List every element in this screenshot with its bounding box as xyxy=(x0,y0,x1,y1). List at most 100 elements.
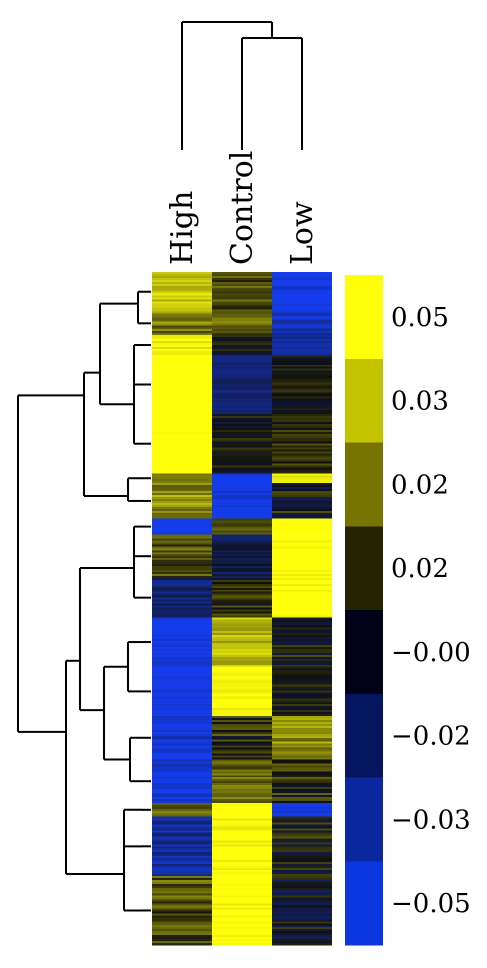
heatmap-cell xyxy=(272,321,332,324)
heatmap-cell xyxy=(212,757,272,761)
heatmap-cell xyxy=(152,804,212,808)
heatmap-cell xyxy=(212,443,272,447)
heatmap-cell xyxy=(212,866,272,869)
heatmap-cell xyxy=(272,323,332,326)
heatmap-cell xyxy=(212,911,272,915)
heatmap-cell xyxy=(272,708,332,711)
heatmap-cell xyxy=(212,875,272,879)
heatmap-cell xyxy=(212,891,272,895)
heatmap-cell xyxy=(152,729,212,733)
heatmap-cell xyxy=(212,546,272,549)
heatmap-cell xyxy=(272,678,332,682)
heatmap-cell xyxy=(212,402,272,405)
heatmap-cell xyxy=(152,283,212,287)
heatmap-cell xyxy=(212,404,272,407)
heatmap-cell xyxy=(212,520,272,524)
heatmap-cell xyxy=(152,824,212,828)
heatmap-cell xyxy=(272,877,332,881)
color-scale-label: −0.03 xyxy=(391,805,471,835)
heatmap-cell xyxy=(212,662,272,666)
heatmap-cell xyxy=(212,941,272,944)
heatmap-cell xyxy=(212,516,272,520)
heatmap-cell xyxy=(212,319,272,322)
heatmap-cell xyxy=(152,427,212,431)
heatmap-cell xyxy=(212,905,272,909)
heatmap-cell xyxy=(152,339,212,342)
heatmap-cell xyxy=(272,828,332,832)
heatmap-cell xyxy=(152,629,212,632)
heatmap-cell xyxy=(272,295,332,299)
heatmap-cell xyxy=(272,325,332,328)
heatmap-cell xyxy=(152,299,212,303)
heatmap-cell xyxy=(212,751,272,755)
heatmap-cell xyxy=(272,589,332,593)
heatmap-cell xyxy=(152,451,212,455)
heatmap-cell xyxy=(152,802,212,806)
heatmap-cell xyxy=(212,524,272,528)
heatmap-cell xyxy=(212,394,272,397)
heatmap-cell xyxy=(272,814,332,818)
heatmap-cell xyxy=(272,526,332,530)
heatmap-cell xyxy=(272,769,332,772)
heatmap-cell xyxy=(272,506,332,510)
heatmap-cell xyxy=(212,518,272,522)
heatmap-cell xyxy=(272,423,332,427)
heatmap-cell xyxy=(272,390,332,393)
heatmap-cell xyxy=(212,629,272,632)
heatmap-cell xyxy=(152,311,212,315)
heatmap-cell xyxy=(272,350,332,354)
heatmap-cell xyxy=(272,554,332,557)
heatmap-cell xyxy=(212,822,272,826)
heatmap-cell xyxy=(212,585,272,589)
heatmap-cell xyxy=(152,319,212,322)
heatmap-cell xyxy=(152,554,212,557)
heatmap-cell xyxy=(152,317,212,320)
heatmap-cell xyxy=(212,479,272,482)
heatmap-cell xyxy=(152,496,212,500)
heatmap-cell xyxy=(152,712,212,715)
heatmap-cell xyxy=(152,856,212,859)
heatmap-cell xyxy=(272,706,332,709)
heatmap-cell xyxy=(272,613,332,616)
heatmap-cell xyxy=(272,380,332,384)
heatmap-cell xyxy=(272,648,332,652)
heatmap-cell xyxy=(212,437,272,441)
heatmap-cell xyxy=(212,613,272,616)
heatmap-cell xyxy=(272,528,332,532)
heatmap-cell xyxy=(272,607,332,611)
heatmap-cell xyxy=(152,421,212,425)
heatmap-cell xyxy=(272,524,332,528)
heatmap-cell xyxy=(152,871,212,875)
heatmap-cell xyxy=(152,743,212,747)
heatmap-cell xyxy=(272,534,332,538)
heatmap-cell xyxy=(272,844,332,847)
heatmap-cell xyxy=(212,526,272,530)
heatmap-cell xyxy=(212,496,272,500)
heatmap-cell xyxy=(152,581,212,585)
heatmap-cell xyxy=(272,571,332,575)
heatmap-cell xyxy=(212,471,272,474)
heatmap-cell xyxy=(272,850,332,853)
heatmap-cell xyxy=(272,457,332,461)
heatmap-cell xyxy=(212,345,272,348)
heatmap-cell xyxy=(212,473,272,476)
heatmap-cell xyxy=(212,755,272,759)
heatmap-cell xyxy=(272,485,332,488)
heatmap-cell xyxy=(152,759,212,763)
heatmap-cell xyxy=(212,664,272,668)
heatmap-cell xyxy=(272,733,332,737)
heatmap-cell xyxy=(212,623,272,626)
heatmap-cell xyxy=(152,374,212,378)
heatmap-cell xyxy=(272,305,332,309)
heatmap-cell xyxy=(272,743,332,747)
heatmap-cell xyxy=(212,721,272,725)
heatmap-cell xyxy=(272,556,332,559)
heatmap-cell xyxy=(212,500,272,504)
heatmap-cell xyxy=(272,445,332,449)
heatmap-cell xyxy=(212,619,272,622)
heatmap-cell xyxy=(212,802,272,806)
heatmap-cell xyxy=(152,627,212,630)
heatmap-cell xyxy=(212,907,272,911)
heatmap-cell xyxy=(272,311,332,315)
heatmap-cell xyxy=(272,329,332,332)
